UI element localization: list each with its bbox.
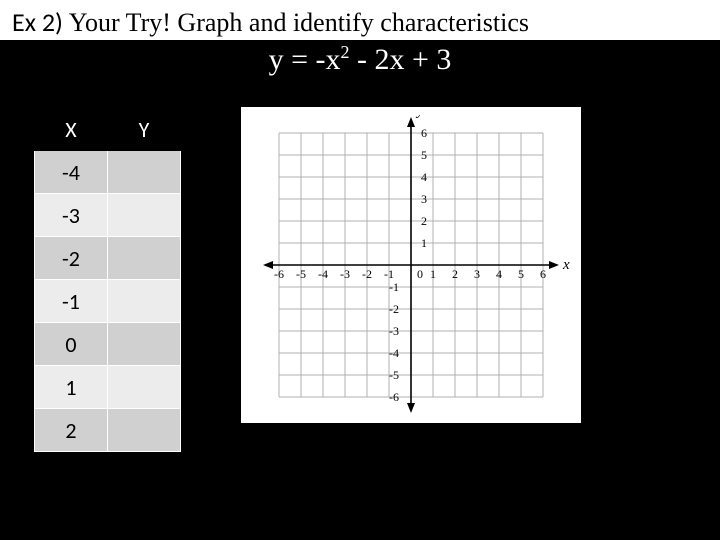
cell-y [108, 194, 181, 237]
svg-text:3: 3 [474, 267, 480, 281]
table-row: 0 [35, 323, 181, 366]
svg-text:5: 5 [421, 148, 427, 162]
title-bar: Ex 2) Your Try! Graph and identify chara… [0, 0, 720, 42]
svg-text:2: 2 [421, 214, 427, 228]
cell-y [108, 237, 181, 280]
svg-text:-3: -3 [340, 267, 350, 281]
svg-text:4: 4 [421, 170, 427, 184]
svg-text:-1: -1 [389, 280, 399, 294]
title-prefix: Ex 2) [12, 6, 69, 38]
cell-x: -1 [35, 280, 108, 323]
content-row: X Y -4 -3 -2 -1 0 1 2 -6-5-4-3-2-1123456… [0, 87, 720, 452]
svg-text:-6: -6 [389, 390, 399, 404]
equation-rhs: - 2x + 3 [350, 43, 452, 76]
svg-text:-3: -3 [389, 324, 399, 338]
svg-text:6: 6 [421, 126, 427, 140]
svg-text:1: 1 [430, 267, 436, 281]
svg-text:-2: -2 [362, 267, 372, 281]
equation-sup: 2 [341, 42, 350, 62]
table-row: -2 [35, 237, 181, 280]
svg-text:2: 2 [452, 267, 458, 281]
svg-text:-4: -4 [318, 267, 328, 281]
cell-y [108, 323, 181, 366]
svg-text:6: 6 [540, 267, 546, 281]
equation: y = -x2 - 2x + 3 [0, 40, 720, 87]
table-row: -1 [35, 280, 181, 323]
table-row: 2 [35, 409, 181, 452]
cell-y [108, 409, 181, 452]
cell-x: -2 [35, 237, 108, 280]
col-header-y: Y [108, 108, 181, 151]
svg-text:-6: -6 [274, 267, 284, 281]
col-header-x: X [35, 108, 108, 151]
cell-y [108, 280, 181, 323]
table-header-row: X Y [35, 108, 181, 151]
svg-text:3: 3 [421, 192, 427, 206]
cell-y [108, 151, 181, 194]
cell-y [108, 366, 181, 409]
table-row: -3 [35, 194, 181, 237]
svg-text:4: 4 [496, 267, 502, 281]
svg-text:-4: -4 [389, 346, 399, 360]
svg-text:-5: -5 [296, 267, 306, 281]
cell-x: -4 [35, 151, 108, 194]
svg-text:0: 0 [417, 267, 423, 281]
svg-text:1: 1 [421, 236, 427, 250]
coordinate-plane: -6 -5 -4 -3 -2 -1 1 2 3 4 5 6 -6 -5 -4 -3 -2 -1 1 2 3 4 5 6 0 x y [241, 107, 581, 423]
title-text: Your Try! Graph and identify characteris… [69, 8, 529, 37]
grid-svg: -6 -5 -4 -3 -2 -1 1 2 3 4 5 6 -6 -5 -4 -3 -2 -1 1 2 3 4 5 6 0 x y [249, 115, 573, 415]
cell-x: 1 [35, 366, 108, 409]
svg-text:x: x [562, 257, 570, 273]
svg-text:-5: -5 [389, 368, 399, 382]
cell-x: 0 [35, 323, 108, 366]
svg-text:-2: -2 [389, 302, 399, 316]
table-row: -4 [35, 151, 181, 194]
xy-table: X Y -4 -3 -2 -1 0 1 2 [34, 107, 181, 452]
cell-x: 2 [35, 409, 108, 452]
equation-lhs: y = -x [269, 43, 341, 76]
svg-text:-1: -1 [384, 267, 394, 281]
table-row: 1 [35, 366, 181, 409]
svg-text:5: 5 [518, 267, 524, 281]
svg-text:y: y [415, 115, 424, 119]
cell-x: -3 [35, 194, 108, 237]
